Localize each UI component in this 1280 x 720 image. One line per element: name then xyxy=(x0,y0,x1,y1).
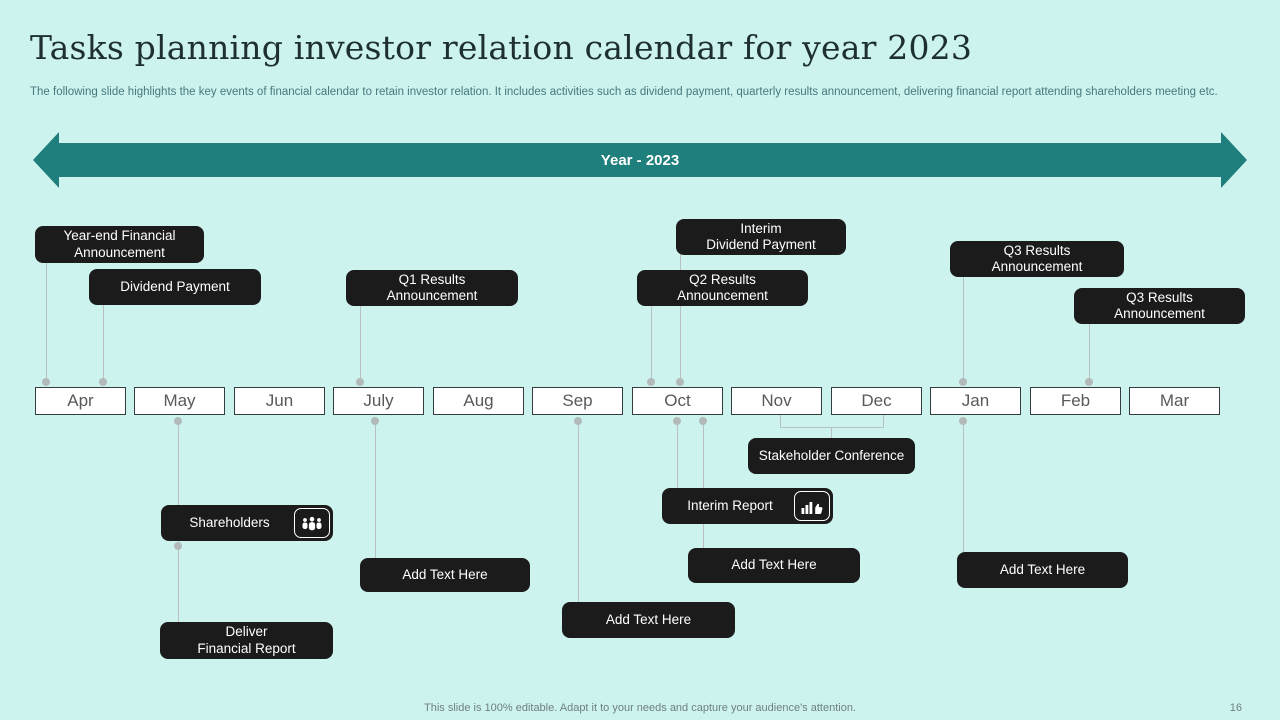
connector-dot xyxy=(371,417,379,425)
connector-line xyxy=(780,414,781,427)
connector-line xyxy=(1089,323,1090,383)
connector-dot xyxy=(1085,378,1093,386)
connector-dot xyxy=(959,378,967,386)
connector-line xyxy=(703,419,704,548)
connector-line xyxy=(375,419,376,558)
connector-line xyxy=(178,541,179,622)
connector-dot xyxy=(647,378,655,386)
event-box-add-text-sep[interactable]: Add Text Here xyxy=(562,602,735,638)
month-box-aug[interactable]: Aug xyxy=(433,387,524,415)
connector-line xyxy=(651,305,652,383)
connector-line xyxy=(178,419,179,505)
connector-line xyxy=(963,276,964,383)
event-box-stakeholder-conference[interactable]: Stakeholder Conference xyxy=(748,438,915,474)
connector-dot xyxy=(673,417,681,425)
connector-dot xyxy=(676,378,684,386)
connector-line xyxy=(831,427,832,438)
event-box-interim-report[interactable]: Interim Report xyxy=(662,488,833,524)
event-box-dividend-payment[interactable]: Dividend Payment xyxy=(89,269,261,305)
month-box-feb[interactable]: Feb xyxy=(1030,387,1121,415)
connector-line xyxy=(680,254,681,383)
event-box-add-text-oct[interactable]: Add Text Here xyxy=(688,548,860,583)
connector-line xyxy=(677,419,678,488)
event-box-q3-results-announcement-1[interactable]: Q3 Results Announcement xyxy=(950,241,1124,277)
month-box-dec[interactable]: Dec xyxy=(831,387,922,415)
event-box-shareholders[interactable]: Shareholders xyxy=(161,505,333,541)
event-box-add-text-july[interactable]: Add Text Here xyxy=(360,558,530,592)
connector-line xyxy=(963,419,964,552)
year-banner[interactable]: Year - 2023 xyxy=(57,143,1223,177)
footer-note: This slide is 100% editable. Adapt it to… xyxy=(424,702,856,714)
banner-left-arrowhead xyxy=(33,132,59,188)
connector-dot xyxy=(356,378,364,386)
event-label: Interim Report xyxy=(687,497,773,513)
connector-line xyxy=(883,414,884,427)
connector-dot xyxy=(174,417,182,425)
month-box-jan[interactable]: Jan xyxy=(930,387,1021,415)
connector-line xyxy=(46,263,47,383)
connector-dot xyxy=(42,378,50,386)
slide-subtitle: The following slide highlights the key e… xyxy=(30,86,1218,98)
page-title: Tasks planning investor relation calenda… xyxy=(30,28,973,67)
connector-line xyxy=(103,305,104,383)
connector-dot xyxy=(959,417,967,425)
connector-line xyxy=(578,419,579,602)
event-box-year-end-financial-announcement[interactable]: Year-end Financial Announcement xyxy=(35,226,204,263)
connector-line xyxy=(780,427,884,428)
event-box-q3-results-announcement-2[interactable]: Q3 Results Announcement xyxy=(1074,288,1245,324)
connector-dot xyxy=(574,417,582,425)
connector-dot xyxy=(99,378,107,386)
connector-line xyxy=(360,305,361,383)
banner-right-arrowhead xyxy=(1221,132,1247,188)
connector-dot xyxy=(699,417,707,425)
month-box-jun[interactable]: Jun xyxy=(234,387,325,415)
event-label: Shareholders xyxy=(189,514,270,530)
event-box-q2-results-announcement[interactable]: Q2 Results Announcement xyxy=(637,270,808,306)
event-box-deliver-financial-report[interactable]: Deliver Financial Report xyxy=(160,622,333,659)
event-box-add-text-jan[interactable]: Add Text Here xyxy=(957,552,1128,588)
event-box-q1-results-announcement[interactable]: Q1 Results Announcement xyxy=(346,270,518,306)
month-box-may[interactable]: May xyxy=(134,387,225,415)
group-people-icon xyxy=(294,508,330,538)
month-box-july[interactable]: July xyxy=(333,387,424,415)
month-box-oct[interactable]: Oct xyxy=(632,387,723,415)
bar-chart-thumb-icon xyxy=(794,491,830,521)
month-box-mar[interactable]: Mar xyxy=(1129,387,1220,415)
event-box-interim-dividend-payment[interactable]: Interim Dividend Payment xyxy=(676,219,846,255)
page-number: 16 xyxy=(1229,702,1242,714)
month-box-sep[interactable]: Sep xyxy=(532,387,623,415)
month-box-nov[interactable]: Nov xyxy=(731,387,822,415)
year-banner-label: Year - 2023 xyxy=(600,151,680,169)
month-box-apr[interactable]: Apr xyxy=(35,387,126,415)
connector-dot xyxy=(174,542,182,550)
